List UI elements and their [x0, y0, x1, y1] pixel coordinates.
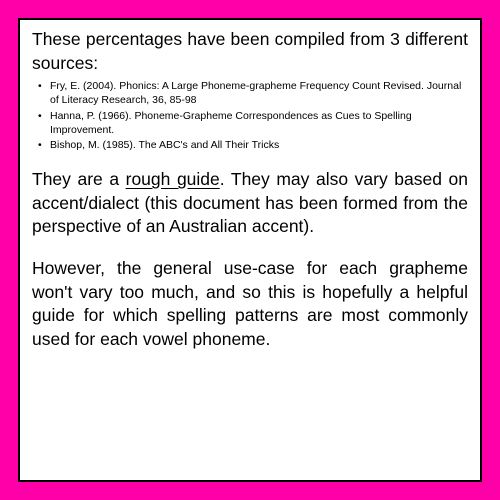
- source-item: Hanna, P. (1966). Phoneme-Grapheme Corre…: [38, 109, 468, 137]
- source-item: Bishop, M. (1985). The ABC's and All The…: [38, 138, 468, 152]
- document-frame: These percentages have been compiled fro…: [18, 18, 482, 482]
- paragraph-use-case: However, the general use-case for each g…: [32, 257, 468, 352]
- sources-list: Fry, E. (2004). Phonics: A Large Phoneme…: [32, 79, 468, 152]
- para1-before: They are a: [32, 169, 126, 189]
- intro-text: These percentages have been compiled fro…: [32, 28, 468, 75]
- rough-guide-underline: rough guide: [126, 169, 220, 189]
- paragraph-rough-guide: They are a rough guide. They may also va…: [32, 168, 468, 239]
- source-item: Fry, E. (2004). Phonics: A Large Phoneme…: [38, 79, 468, 107]
